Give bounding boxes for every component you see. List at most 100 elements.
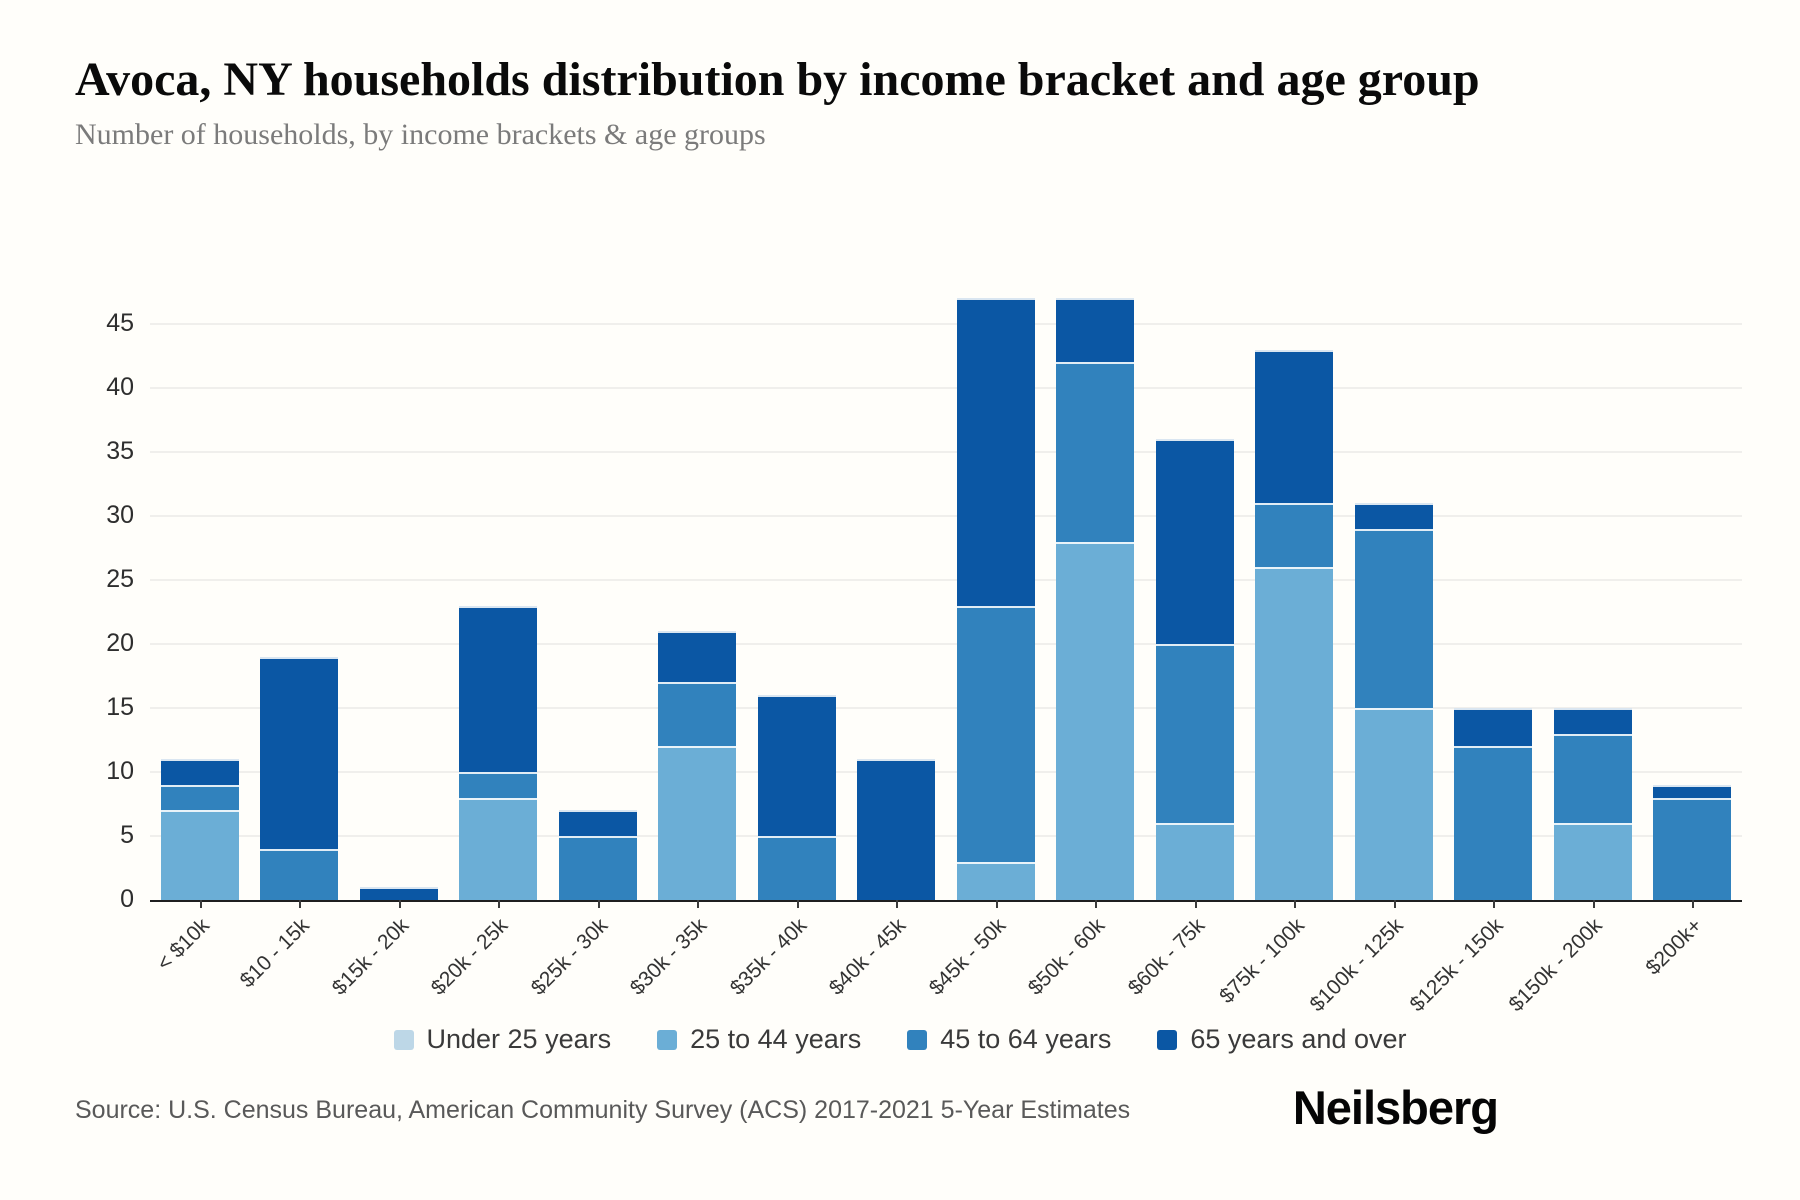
x-axis-label: $200k+: [1641, 914, 1707, 980]
bar-segment[interactable]: [558, 810, 637, 836]
bar-segment[interactable]: [359, 887, 438, 900]
bar-segment[interactable]: [260, 848, 339, 900]
bar-segment[interactable]: [558, 836, 637, 900]
category-slot: $125k - 150k: [1405, 258, 1544, 1016]
legend-item[interactable]: 65 years and over: [1157, 1024, 1407, 1055]
x-axis-label: < $10k: [152, 914, 215, 976]
category-slot: $10 - 15k: [235, 258, 350, 992]
bar-segment[interactable]: [956, 861, 1035, 900]
source-note: Source: U.S. Census Bureau, American Com…: [75, 1096, 1131, 1124]
x-axis-tick: [1592, 900, 1595, 908]
bar-segment[interactable]: [160, 784, 239, 811]
bar-segment[interactable]: [1454, 708, 1533, 747]
bar-segment[interactable]: [1553, 708, 1632, 734]
category-slot: $15k - 20k: [327, 258, 449, 1000]
bar-segment[interactable]: [1155, 823, 1234, 900]
legend-label: 25 to 44 years: [690, 1024, 862, 1054]
stacked-bar[interactable]: [459, 605, 538, 900]
gridline-y-5: [150, 835, 1742, 837]
legend-item[interactable]: Under 25 years: [393, 1024, 611, 1055]
brand-logo[interactable]: Neilsberg: [1292, 1081, 1499, 1134]
stacked-bar[interactable]: [260, 656, 339, 900]
legend-swatch-icon: [907, 1029, 928, 1050]
x-axis-label: $50k - 60k: [1023, 914, 1110, 1000]
stacked-bar[interactable]: [160, 759, 239, 900]
category-slot: < $10k: [150, 258, 250, 975]
legend-swatch-icon: [657, 1029, 678, 1050]
y-axis-tick-label: 15: [106, 693, 134, 721]
bar-segment[interactable]: [459, 772, 538, 798]
category-slot: $30k - 35k: [626, 258, 748, 1000]
bar-segment[interactable]: [956, 298, 1035, 606]
page-title: Avoca, NY households distribution by inc…: [75, 53, 1480, 106]
bar-segment[interactable]: [1354, 528, 1433, 708]
bar-segment[interactable]: [1653, 784, 1732, 798]
y-axis-tick-label: 35: [106, 437, 134, 465]
stacked-bar[interactable]: [956, 298, 1035, 900]
bar-segment[interactable]: [1155, 439, 1234, 645]
bar-segment[interactable]: [1255, 349, 1334, 504]
bar-segment[interactable]: [658, 631, 737, 683]
x-axis-label: $35k - 40k: [725, 914, 812, 1000]
gridline-y-40: [150, 387, 1742, 389]
bar-segment[interactable]: [1155, 644, 1234, 824]
bar-segment[interactable]: [1056, 362, 1135, 542]
bar-segment[interactable]: [757, 695, 836, 836]
x-axis-tick: [796, 900, 799, 908]
legend-item[interactable]: 45 to 64 years: [907, 1024, 1111, 1055]
bar-segment[interactable]: [260, 656, 339, 849]
stacked-bar[interactable]: [757, 695, 836, 900]
bar-segment[interactable]: [459, 605, 538, 773]
stacked-bar[interactable]: [1155, 439, 1234, 900]
stacked-bar[interactable]: [1255, 349, 1334, 900]
bar-segment[interactable]: [1056, 541, 1135, 900]
bar-segment[interactable]: [459, 797, 538, 900]
gridline-y-10: [150, 771, 1742, 773]
legend-label: 45 to 64 years: [940, 1024, 1112, 1054]
x-axis-label: $40k - 45k: [824, 914, 911, 1000]
legend-item[interactable]: 25 to 44 years: [657, 1024, 861, 1055]
bar-segment[interactable]: [1553, 733, 1632, 824]
x-axis-tick: [199, 900, 202, 908]
bar-segment[interactable]: [1056, 298, 1135, 363]
bar-segment[interactable]: [658, 682, 737, 747]
x-axis-label: $15k - 20k: [327, 914, 414, 1000]
stacked-bar[interactable]: [658, 631, 737, 900]
category-slot: $75k - 100k: [1215, 258, 1345, 1008]
category-slot: $150k - 200k: [1505, 258, 1643, 1016]
y-axis-tick-label: 40: [106, 373, 134, 401]
stacked-bar[interactable]: [857, 759, 936, 900]
bar-segment[interactable]: [1255, 503, 1334, 568]
x-axis-label: $60k - 75k: [1123, 914, 1210, 1000]
category-slot: $45k - 50k: [924, 258, 1046, 1000]
bar-segment[interactable]: [956, 605, 1035, 862]
y-axis-tick-label: 25: [106, 565, 134, 593]
stacked-bar[interactable]: [1056, 298, 1135, 900]
stacked-bar[interactable]: [1553, 708, 1632, 900]
stacked-bar[interactable]: [558, 810, 637, 900]
bar-segment[interactable]: [1354, 503, 1433, 529]
legend-label: 65 years and over: [1190, 1024, 1407, 1054]
stacked-bar[interactable]: [359, 887, 438, 900]
x-axis-label: $150k - 200k: [1504, 914, 1608, 1017]
bar-segment[interactable]: [1354, 708, 1433, 900]
stacked-bar[interactable]: [1354, 503, 1433, 900]
x-axis-tick: [498, 900, 501, 908]
gridline-y-45: [150, 323, 1742, 325]
y-axis-tick-label: 45: [106, 309, 134, 337]
bars-container: < $10k $10 - 15k $15k - 20k $20k - 25k $25k …: [150, 258, 1742, 1016]
bar-segment[interactable]: [1653, 797, 1732, 900]
x-axis-tick: [1493, 900, 1496, 908]
bar-segment[interactable]: [160, 759, 239, 785]
bar-segment[interactable]: [658, 746, 737, 900]
stacked-bar[interactable]: [1454, 708, 1533, 900]
bar-segment[interactable]: [857, 759, 936, 900]
bar-segment[interactable]: [757, 836, 836, 900]
x-axis-tick: [697, 900, 700, 908]
bar-segment[interactable]: [1454, 746, 1533, 900]
stacked-bar[interactable]: [1653, 784, 1732, 900]
bar-segment[interactable]: [1255, 567, 1334, 900]
bar-segment[interactable]: [160, 810, 239, 900]
bar-segment[interactable]: [1553, 823, 1632, 900]
legend-swatch-icon: [393, 1029, 414, 1050]
